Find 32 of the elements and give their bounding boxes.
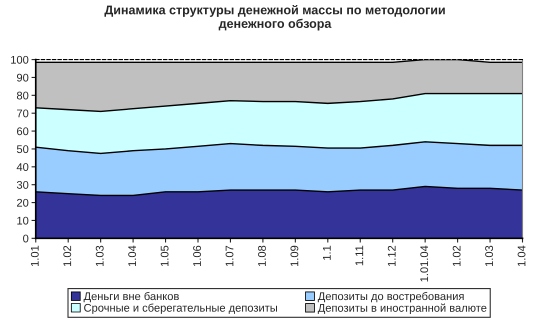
chart-title: Динамика структуры денежной массы по методологии денежного обзора	[104, 4, 445, 30]
x-tick-label: 1.03	[485, 246, 494, 266]
x-tick-label: 1.01	[30, 246, 39, 266]
x-tick-label: 1.01.04	[420, 246, 428, 282]
legend-label: Деньги вне банков	[84, 292, 179, 302]
x-tick-label: 1.1	[323, 246, 331, 260]
x-tick-label: 1.09	[290, 246, 298, 266]
legend-label: Депозиты до востребования	[318, 292, 464, 302]
y-tick-label: 50	[16, 145, 28, 154]
x-tick-label: 1.07	[226, 246, 234, 266]
y-tick-label: 30	[16, 180, 28, 189]
y-tick-label: 0	[23, 234, 28, 242]
y-tick-label: 90	[16, 74, 28, 82]
y-tick-label: 40	[16, 163, 28, 171]
legend-label: Срочные и сберегательные депозиты	[84, 303, 277, 314]
x-tick-label: 1.04	[518, 246, 526, 266]
x-tick-label: 1.03	[96, 246, 104, 266]
x-tick-label: 1.04	[128, 246, 136, 266]
y-tick-label: 10	[17, 216, 28, 225]
x-tick-label: 1.11	[355, 246, 364, 266]
x-tick-label: 1.12	[388, 246, 396, 266]
y-tick-label: 70	[17, 109, 28, 118]
x-tick-label: 1.02	[452, 246, 461, 266]
y-tick-label: 100	[11, 56, 28, 64]
x-tick-label: 1.08	[258, 246, 266, 266]
x-tick-label: 1.02	[63, 246, 72, 266]
y-tick-label: 60	[17, 127, 28, 136]
y-tick-label: 80	[16, 92, 28, 100]
x-tick-label: 1.05	[160, 246, 169, 266]
legend-label: Депозиты в иностранной валюте	[318, 303, 486, 314]
y-tick-label: 20	[17, 198, 28, 207]
x-tick-label: 1.06	[193, 246, 201, 266]
